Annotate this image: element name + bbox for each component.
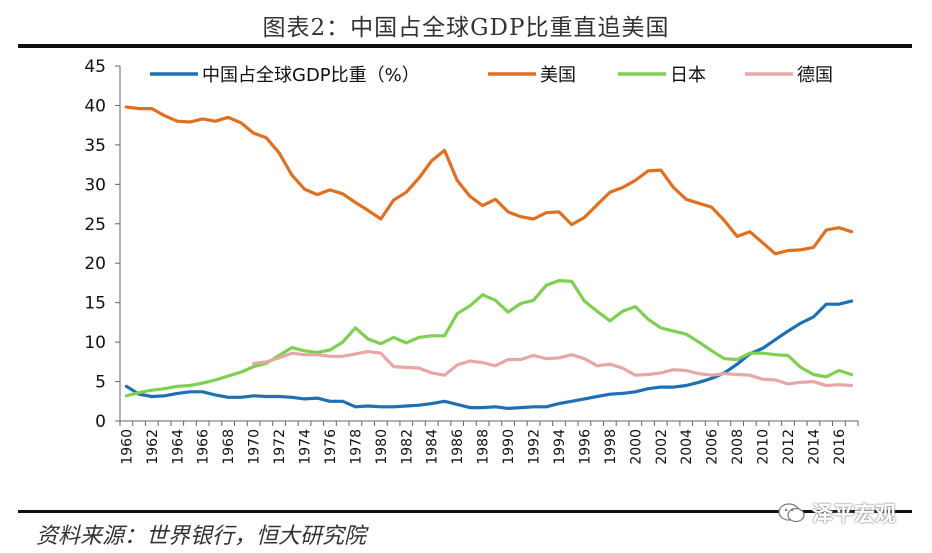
- y-tick-label: 45: [84, 57, 106, 77]
- x-tick-label: 2014: [806, 429, 822, 465]
- x-tick-label: 1992: [527, 429, 543, 465]
- y-tick-label: 5: [95, 373, 106, 393]
- legend-label: 日本: [670, 65, 706, 86]
- y-tick-label: 15: [84, 294, 106, 314]
- x-tick-label: 1982: [399, 429, 415, 465]
- source-note: 资料来源：世界银行，恒大研究院: [36, 524, 367, 549]
- x-tick-label: 1984: [425, 429, 441, 465]
- x-tick-label: 2010: [756, 429, 772, 465]
- x-tick-label: 1964: [170, 429, 186, 465]
- x-tick-label: 2012: [781, 429, 797, 465]
- x-tick-label: 1976: [323, 429, 339, 465]
- x-tick-label: 1970: [247, 429, 263, 465]
- series-line-0: [124, 299, 854, 410]
- x-tick-label: 1986: [450, 429, 466, 465]
- x-tick-label: 1962: [145, 429, 161, 465]
- y-tick-label: 25: [84, 215, 106, 235]
- x-tick-label: 1994: [552, 429, 568, 465]
- x-tick-label: 2000: [628, 429, 644, 465]
- x-tick-label: 1972: [272, 429, 288, 465]
- watermark: 泽平宏观: [778, 498, 896, 528]
- x-tick-label: 1968: [221, 429, 237, 465]
- x-tick-label: 2004: [679, 429, 695, 465]
- x-tick-label: 1980: [374, 429, 390, 465]
- x-tick-label: 1978: [348, 429, 364, 465]
- y-tick-label: 10: [84, 333, 106, 353]
- x-tick-label: 1996: [577, 429, 593, 465]
- x-tick-label: 1998: [603, 429, 619, 465]
- legend-item-3: 德国: [745, 65, 833, 86]
- x-tick-label: 1988: [476, 429, 492, 465]
- top-rule: [18, 44, 912, 48]
- y-tick-label: 20: [84, 254, 106, 274]
- x-tick-label: 2016: [832, 429, 848, 465]
- legend-item-2: 日本: [618, 65, 706, 86]
- series-line-3: [252, 350, 854, 388]
- x-tick-label: 2008: [730, 429, 746, 465]
- x-tick-label: 1990: [501, 429, 517, 465]
- legend-item-0: 中国占全球GDP比重（%）: [150, 65, 420, 86]
- y-tick-label: 40: [84, 96, 106, 116]
- wechat-icon: [778, 503, 805, 523]
- x-tick-label: 1960: [119, 429, 135, 465]
- y-tick-label: 35: [84, 136, 106, 156]
- y-tick-label: 0: [95, 412, 106, 432]
- chart-title: 图表2：中国占全球GDP比重直追美国: [262, 15, 670, 41]
- bottom-rule: [18, 510, 912, 513]
- legend-item-1: 美国: [488, 65, 576, 86]
- watermark-text: 泽平宏观: [812, 502, 896, 526]
- x-tick-label: 1966: [196, 429, 212, 465]
- x-tick-label: 2002: [654, 429, 670, 465]
- legend-label: 德国: [797, 65, 833, 86]
- legend-label: 中国占全球GDP比重（%）: [202, 65, 420, 86]
- y-tick-label: 30: [84, 175, 106, 195]
- x-tick-label: 2006: [705, 429, 721, 465]
- series-line-1: [124, 105, 854, 256]
- series-line-2: [124, 279, 854, 398]
- x-tick-label: 1974: [298, 429, 314, 465]
- legend-label: 美国: [540, 65, 576, 86]
